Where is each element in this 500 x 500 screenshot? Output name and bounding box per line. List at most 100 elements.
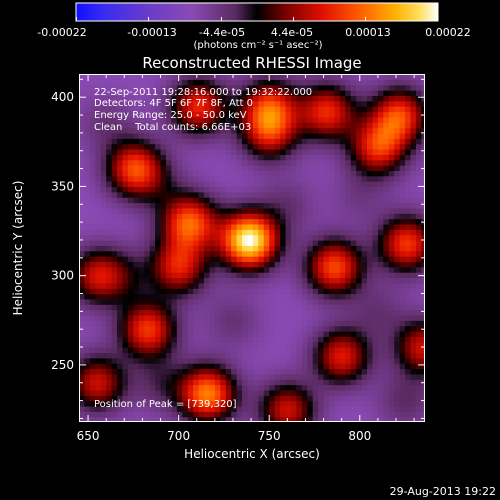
heatmap-cell (415, 288, 422, 295)
heatmap-cell (328, 256, 336, 262)
heatmap-cell (421, 223, 425, 230)
heatmap-cell (339, 218, 346, 225)
heatmap-cell (220, 79, 227, 86)
heatmap-cell (334, 234, 341, 241)
heatmap-cell (122, 106, 129, 113)
heatmap-cell (296, 416, 303, 422)
heatmap-cell (100, 250, 107, 257)
heatmap-cell (367, 373, 374, 380)
heatmap-cell (361, 186, 368, 193)
heatmap-cell (383, 159, 390, 166)
heatmap-cell (187, 384, 194, 391)
heatmap-cell (160, 405, 167, 412)
heatmap-cell (165, 143, 172, 150)
heatmap-cell (372, 229, 379, 236)
heatmap-cell (89, 363, 96, 370)
heatmap-cell (236, 95, 243, 102)
heatmap-cell (367, 213, 374, 220)
heatmap-cell (383, 165, 390, 171)
heatmap-cell (421, 165, 425, 171)
heatmap-cell (415, 213, 422, 220)
heatmap-cell (106, 282, 113, 289)
heatmap-cell (100, 298, 107, 305)
heatmap-cell (100, 132, 107, 139)
heatmap-cell (117, 368, 124, 375)
heatmap-cell (111, 411, 118, 418)
heatmap-cell (236, 159, 243, 166)
heatmap-cell (421, 111, 425, 118)
heatmap-cell (165, 186, 172, 193)
heatmap-cell (296, 223, 303, 230)
heatmap-cell (383, 79, 390, 86)
heatmap-cell (334, 405, 341, 412)
heatmap-cell (247, 111, 254, 118)
heatmap-cell (187, 181, 194, 188)
heatmap-cell (328, 197, 336, 204)
heatmap-cell (258, 363, 265, 370)
heatmap-cell (252, 314, 259, 321)
heatmap-cell (285, 159, 292, 166)
heatmap-cell (209, 261, 216, 268)
heatmap-cell (269, 256, 276, 262)
heatmap-cell (127, 256, 134, 262)
heatmap-cell (95, 186, 102, 193)
heatmap-cell (269, 272, 276, 279)
heatmap-cell (236, 154, 243, 161)
heatmap-cell (280, 84, 287, 91)
heatmap-cell (225, 207, 232, 214)
heatmap-cell (399, 416, 406, 422)
heatmap-cell (263, 288, 270, 295)
heatmap-cell (79, 234, 86, 241)
heatmap-cell (280, 320, 287, 327)
heatmap-cell (361, 261, 368, 268)
heatmap-cell (350, 347, 357, 353)
heatmap-cell (171, 282, 178, 289)
heatmap-cell (383, 223, 390, 230)
heatmap-cell (410, 106, 417, 113)
heatmap-cell (405, 266, 412, 273)
heatmap-cell (258, 132, 265, 139)
heatmap-cell (79, 379, 86, 386)
heatmap-cell (356, 309, 363, 316)
heatmap-cell (117, 304, 124, 311)
heatmap-cell (388, 207, 395, 214)
heatmap-cell (350, 336, 357, 343)
heatmap-cell (350, 341, 357, 348)
heatmap-cell (372, 202, 379, 209)
heatmap-cell (198, 330, 205, 337)
heatmap-cell (247, 314, 254, 321)
heatmap-cell (117, 191, 124, 198)
heatmap-cell (225, 272, 232, 279)
heatmap-cell (290, 304, 297, 311)
heatmap-cell (127, 218, 134, 225)
heatmap-cell (405, 132, 412, 139)
heatmap-cell (377, 170, 384, 177)
heatmap-cell (307, 138, 314, 145)
heatmap-cell (356, 79, 363, 86)
heatmap-cell (193, 234, 200, 241)
heatmap-cell (361, 148, 368, 155)
heatmap-cell (290, 239, 297, 246)
heatmap-cell (133, 336, 140, 343)
heatmap-cell (415, 357, 422, 364)
heatmap-cell (361, 368, 368, 375)
heatmap-cell (377, 95, 384, 102)
heatmap-cell (203, 175, 211, 182)
heatmap-cell (111, 341, 118, 348)
heatmap-cell (225, 352, 232, 359)
heatmap-cell (290, 154, 297, 161)
heatmap-cell (187, 256, 194, 262)
heatmap-cell (117, 127, 124, 134)
heatmap-cell (198, 325, 205, 332)
heatmap-cell (106, 288, 113, 295)
heatmap-cell (106, 175, 113, 182)
heatmap-cell (263, 368, 270, 375)
heatmap-cell (323, 159, 330, 166)
heatmap-cell (307, 314, 314, 321)
heatmap-cell (334, 325, 341, 332)
heatmap-cell (405, 154, 412, 161)
heatmap-cell (312, 379, 319, 386)
heatmap-cell (323, 304, 330, 311)
heatmap-cell (84, 357, 91, 364)
